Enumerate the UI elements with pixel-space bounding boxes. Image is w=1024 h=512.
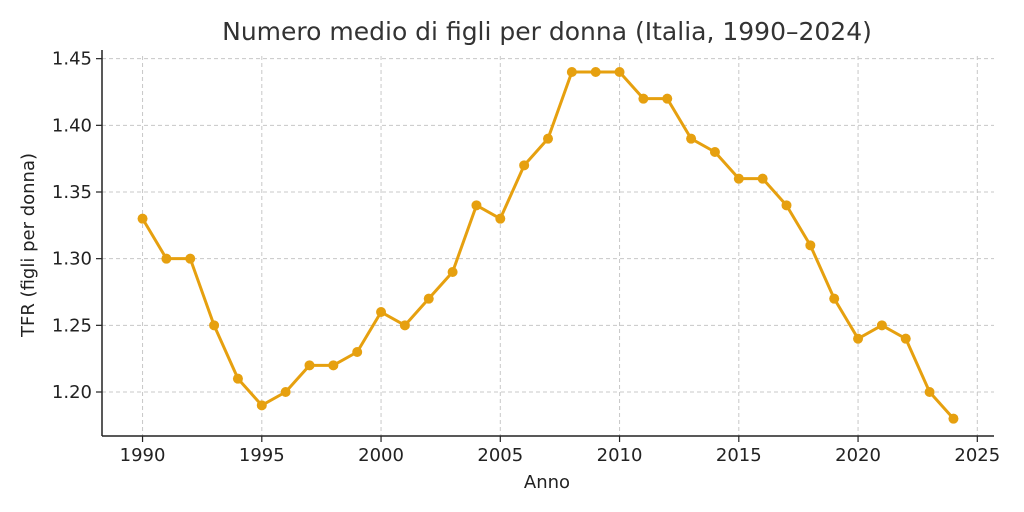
data-point — [709, 147, 720, 157]
data-point — [137, 213, 148, 224]
y-tick-label: 1.45 — [52, 49, 92, 70]
data-point — [853, 333, 864, 344]
data-point — [805, 240, 816, 251]
data-point — [590, 67, 601, 77]
data-point — [209, 320, 220, 331]
y-tick-label: 1.35 — [52, 182, 92, 203]
data-point — [185, 253, 196, 264]
data-point — [638, 93, 649, 104]
data-point — [829, 293, 840, 304]
axes-layer — [101, 50, 994, 437]
data-point — [757, 173, 768, 184]
x-tick-label: 1995 — [239, 445, 285, 466]
data-point — [399, 320, 410, 331]
chart-title: Numero medio di figli per donna (Italia,… — [222, 17, 872, 46]
data-point — [733, 173, 744, 184]
data-point — [781, 200, 792, 211]
data-point — [256, 400, 267, 411]
y-tick-label: 1.40 — [52, 115, 92, 136]
data-point — [232, 373, 243, 384]
ticks-layer: 1990 1995 2000 2005 2010 2015 2020 2025 1.20 1.25… — [52, 49, 1000, 466]
data-point — [948, 413, 959, 424]
series-layer — [137, 67, 959, 424]
data-point — [376, 307, 387, 317]
data-point — [614, 67, 625, 77]
x-tick-label: 1990 — [120, 445, 166, 466]
series-line — [141, 70, 955, 420]
grid-layer — [102, 56, 994, 436]
data-point — [304, 360, 315, 371]
data-point — [924, 387, 935, 397]
data-point — [447, 267, 458, 277]
data-point — [161, 253, 172, 264]
y-tick-label: 1.30 — [52, 249, 92, 270]
x-tick-label: 2020 — [835, 445, 881, 466]
x-axis-label: Anno — [524, 472, 570, 493]
data-point — [686, 133, 697, 144]
x-tick-label: 2015 — [716, 445, 762, 466]
y-tick-label: 1.25 — [52, 315, 92, 336]
x-tick-label: 2025 — [954, 445, 1000, 466]
data-point — [900, 333, 911, 344]
data-point — [352, 347, 363, 357]
y-tick-label: 1.20 — [52, 382, 92, 403]
x-tick-label: 2010 — [597, 445, 643, 466]
data-point — [543, 133, 553, 144]
data-point — [471, 200, 482, 211]
data-point — [423, 293, 434, 304]
data-point — [328, 360, 339, 371]
y-axis-label: TFR (figli per donna) — [18, 153, 39, 338]
data-point — [519, 160, 530, 171]
data-point — [566, 67, 577, 77]
data-point — [495, 213, 506, 224]
x-tick-label: 2000 — [358, 445, 404, 466]
data-point — [662, 93, 673, 104]
data-point — [280, 387, 291, 397]
x-tick-label: 2005 — [477, 445, 523, 466]
data-point — [876, 320, 887, 331]
